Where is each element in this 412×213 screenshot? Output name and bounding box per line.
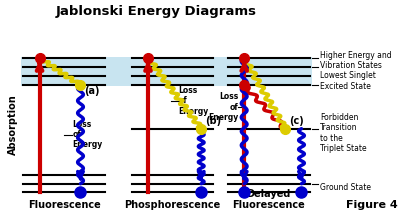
Text: Higher Energy and
Vibration States: Higher Energy and Vibration States [320,51,391,70]
Text: Phosphorescence: Phosphorescence [124,200,221,210]
Text: Absorption: Absorption [8,95,18,155]
Text: Jablonski Energy Diagrams: Jablonski Energy Diagrams [56,5,257,18]
Text: (b): (b) [205,117,221,127]
Text: (a): (a) [84,86,100,96]
Text: Loss
of
Energy: Loss of Energy [208,92,238,122]
Text: Forbidden
Transition
to the
Triplet State: Forbidden Transition to the Triplet Stat… [320,113,367,153]
Text: Lowest Singlet
Excited State: Lowest Singlet Excited State [320,71,376,91]
Text: Delayed
Fluorescence: Delayed Fluorescence [232,189,305,210]
FancyBboxPatch shape [21,57,312,86]
Text: Figure 4: Figure 4 [346,200,398,210]
Text: Fluorescence: Fluorescence [28,200,101,210]
Text: Loss
of
Energy: Loss of Energy [73,120,103,150]
Text: (c): (c) [289,117,304,127]
Text: Loss
of
Energy: Loss of Energy [179,86,209,116]
Text: Ground State: Ground State [320,183,371,193]
